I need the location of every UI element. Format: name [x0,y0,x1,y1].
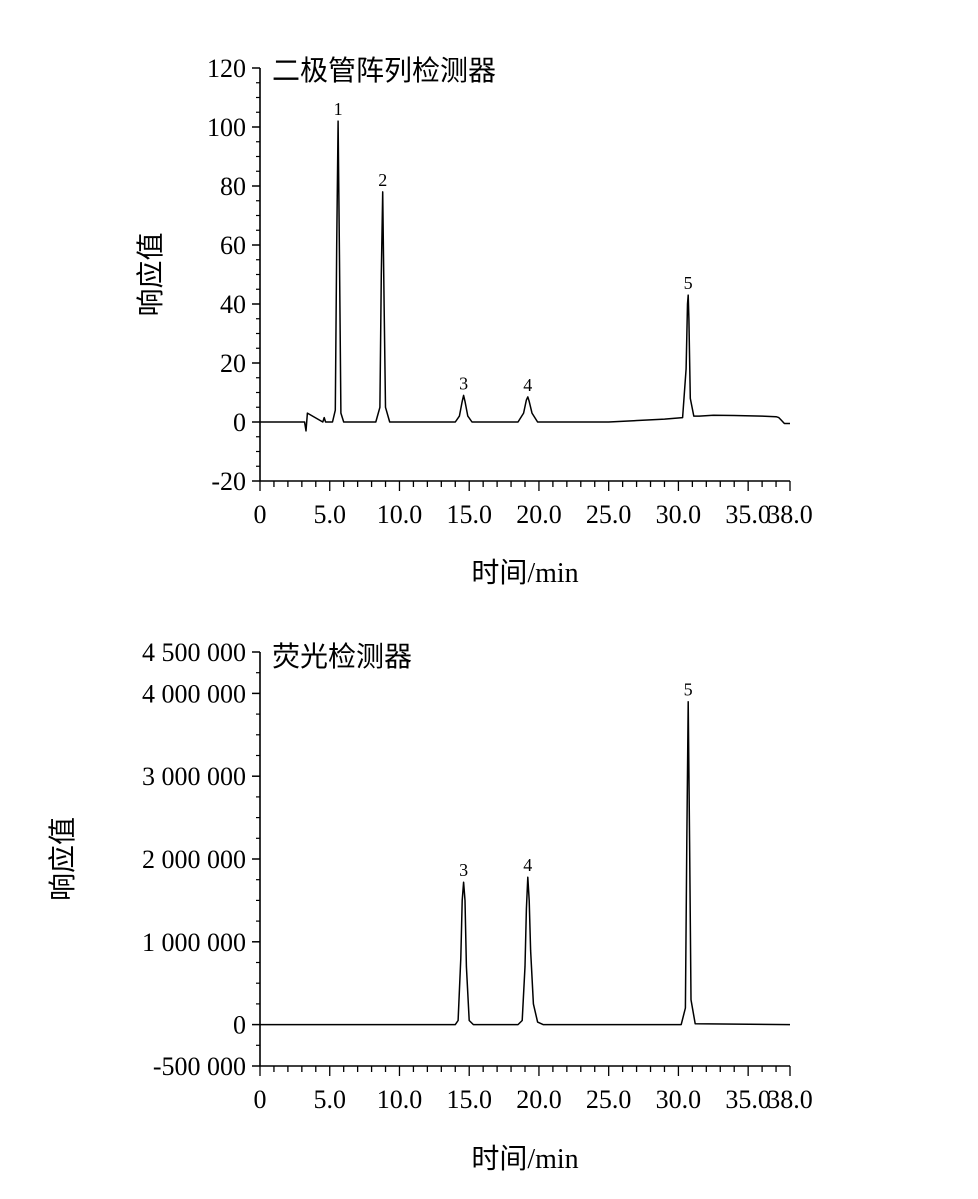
chart-0-peak-label: 5 [684,273,693,293]
chart-1-y-axis-title: 响应值 [47,817,79,901]
chart-1-y-tick-label: -500 000 [153,1052,246,1081]
chart-1-x-tick-label: 5.0 [313,1085,346,1114]
chart-0-y-tick-label: 100 [207,113,246,142]
chart-1-y-tick-label: 4 000 000 [142,679,246,708]
chart-0-y-tick-label: 0 [233,408,246,437]
chart-0-y-tick-label: 60 [220,231,246,260]
chart-1-y-tick-label: 1 000 000 [142,928,246,957]
chart-1-x-tick-label: 15.0 [446,1085,492,1114]
chart-0-x-tick-label: 15.0 [446,500,492,529]
chart-0-title: 二极管阵列检测器 [272,55,496,87]
chart-1-y-tick-label: 4 500 000 [142,638,246,667]
chart-0-y-tick-label: 80 [220,172,246,201]
chart-0-y-tick-label: 120 [207,54,246,83]
chart-0-x-tick-label: 25.0 [586,500,632,529]
chart-1-y-tick-label: 0 [233,1011,246,1040]
chart-0-x-tick-label: 5.0 [313,500,346,529]
chart-1-peak-label: 3 [459,860,468,880]
chart-1-x-tick-label: 35.0 [725,1085,771,1114]
dad-chromatogram-panel: -20 0 20 40 60 80 100 120 0 5.0 10.0 15.0 20.0 25.0 30… [135,54,813,589]
chart-0-x-tick-label: 30.0 [656,500,702,529]
chart-0-x-tick-label: 38.0 [767,500,813,529]
chart-0-x-tick-label: 20.0 [516,500,562,529]
chart-1-peak-label: 4 [523,855,532,875]
fluorescence-chromatogram-panel: -500 000 0 1 000 000 2 000 000 3 000 000 4 00… [47,638,813,1175]
chart-1-x-axis-title: 时间/min [471,1143,578,1175]
chart-0-x-tick-label: 35.0 [725,500,771,529]
chart-0-x-tick-label: 0 [254,500,267,529]
chart-1-peak-label: 5 [684,680,693,700]
chart-1-x-tick-label: 20.0 [516,1085,562,1114]
chart-0-x-tick-label: 10.0 [377,500,423,529]
chart-1-y-tick-label: 3 000 000 [142,762,246,791]
chart-0-peak-label: 1 [334,99,343,119]
chart-1-x-tick-label: 30.0 [656,1085,702,1114]
chart-1-title: 荧光检测器 [272,641,412,673]
chart-0-trace-line [260,120,790,432]
chart-1-x-tick-label: 25.0 [586,1085,632,1114]
chart-0-y-axis-title: 响应值 [135,232,167,316]
chart-1-x-tick-label: 10.0 [377,1085,423,1114]
chart-1-y-tick-label: 2 000 000 [142,845,246,874]
chart-0-peak-label: 4 [523,375,532,395]
chart-0-y-tick-label: -20 [211,467,246,496]
chart-0-x-axis-title: 时间/min [471,557,578,589]
chart-0-peak-label: 3 [459,373,468,393]
chart-0-y-tick-label: 40 [220,290,246,319]
chart-0-y-tick-label: 20 [220,349,246,378]
chart-1-x-tick-label: 0 [254,1085,267,1114]
chart-1-trace-line [260,700,791,1026]
chart-1-x-tick-label: 38.0 [767,1085,813,1114]
chart-0-peak-label: 2 [378,170,387,190]
